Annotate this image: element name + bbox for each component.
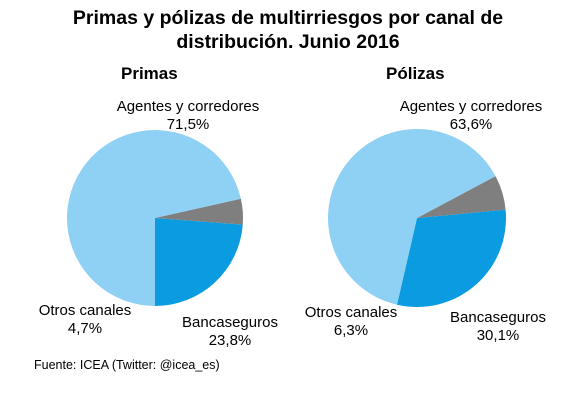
polizas-slice-otros xyxy=(417,176,506,218)
primas-label-otros-value: 4,7% xyxy=(67,320,103,337)
polizas-label-otros-name: Otros canales xyxy=(304,304,398,321)
source-note: Fuente: ICEA (Twitter: @icea_es) xyxy=(34,358,220,372)
figure-title: Primas y pólizas de multirriesgos por ca… xyxy=(0,6,576,54)
polizas-slice-bancaseguros xyxy=(396,209,507,307)
primas-label-agentes-name: Agentes y corredores xyxy=(116,98,260,115)
polizas-pie xyxy=(328,129,507,307)
primas-slice-otros xyxy=(155,198,244,225)
polizas-label-agentes-name: Agentes y corredores xyxy=(399,98,543,115)
figure-title-line-1: Primas y pólizas de multirriesgos por ca… xyxy=(72,7,504,29)
primas-pie xyxy=(67,130,244,306)
primas-label-banca-name: Bancaseguros xyxy=(182,314,278,331)
polizas-chart-title: Pólizas xyxy=(386,64,445,83)
polizas-label-banca-value: 30,1% xyxy=(476,327,520,344)
polizas-label-otros-value: 6,3% xyxy=(333,322,369,339)
primas-label-banca: Bancaseguros 23,8% xyxy=(170,314,290,350)
primas-label-agentes-value: 71,5% xyxy=(166,116,210,133)
polizas-label-otros: Otros canales 6,3% xyxy=(296,304,406,340)
primas-label-otros: Otros canales 4,7% xyxy=(30,302,140,338)
polizas-label-banca-name: Bancaseguros xyxy=(450,309,546,326)
polizas-label-agentes: Agentes y corredores 63,6% xyxy=(386,98,556,134)
primas-label-agentes: Agentes y corredores 71,5% xyxy=(103,98,273,134)
polizas-label-banca: Bancaseguros 30,1% xyxy=(438,309,558,345)
polizas-slice-agentes xyxy=(328,129,496,305)
primas-slice-agentes xyxy=(67,130,241,306)
primas-chart-title: Primas xyxy=(121,64,178,83)
polizas-label-agentes-value: 63,6% xyxy=(449,116,493,133)
primas-slice-bancaseguros xyxy=(155,218,243,306)
figure-title-line-2: distribución. Junio 2016 xyxy=(176,31,400,53)
primas-label-otros-name: Otros canales xyxy=(38,302,132,319)
primas-label-banca-value: 23,8% xyxy=(208,332,252,349)
